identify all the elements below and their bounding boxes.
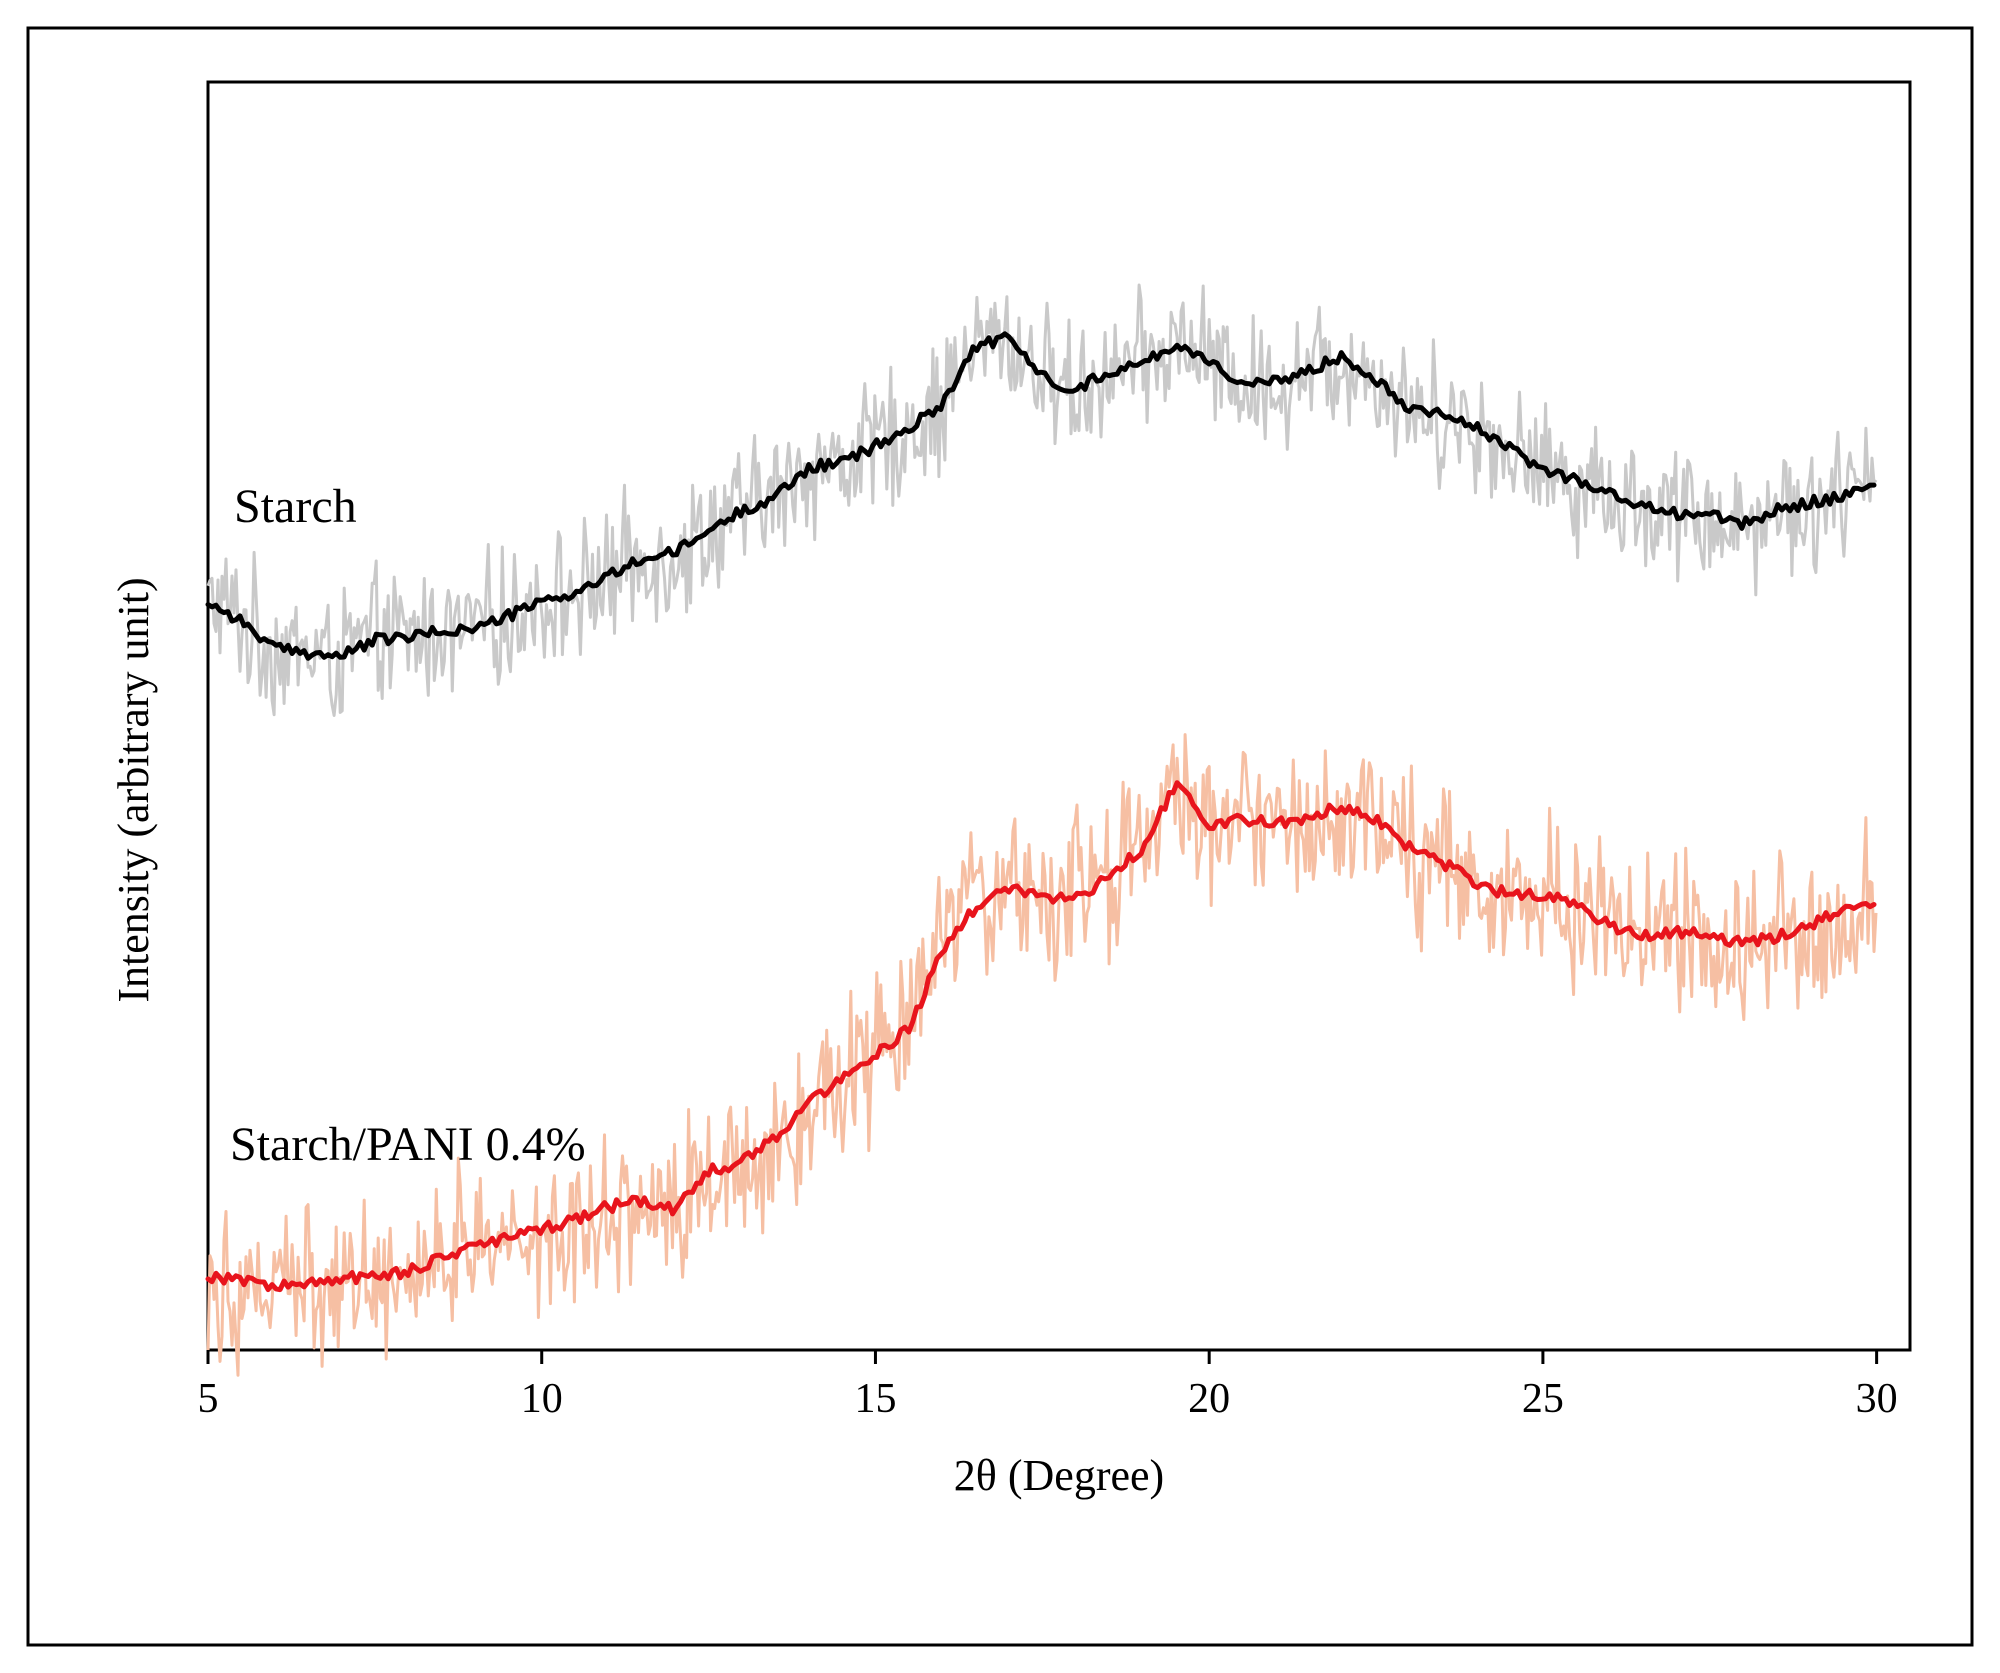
y-axis-title: Intensity (arbitrary unit)	[109, 577, 158, 1002]
figure-border	[26, 26, 1974, 1647]
series-label-starch: Starch	[234, 480, 357, 533]
x-tick-label: 30	[1856, 1376, 1898, 1422]
smoothed-trace-starch-pani	[205, 780, 1877, 1293]
x-axis-ticks: 5 10 15 20 25 30	[198, 1350, 1898, 1422]
smoothed-trace-starch	[205, 331, 1877, 661]
x-tick-label: 25	[1522, 1376, 1564, 1422]
raw-trace-starch	[206, 283, 1878, 717]
raw-traces	[206, 283, 1878, 1377]
plot-area	[206, 80, 1912, 1352]
x-tick-label: 20	[1188, 1376, 1230, 1422]
x-tick-label: 15	[854, 1376, 896, 1422]
raw-trace-starch-pani	[206, 733, 1878, 1377]
series-label-starch-pani: Starch/PANI 0.4%	[230, 1118, 586, 1171]
x-axis-title: 2θ (Degree)	[954, 1451, 1164, 1500]
x-tick-label: 5	[198, 1376, 219, 1422]
smoothed-traces	[205, 331, 1877, 1293]
x-tick-label: 10	[521, 1376, 563, 1422]
